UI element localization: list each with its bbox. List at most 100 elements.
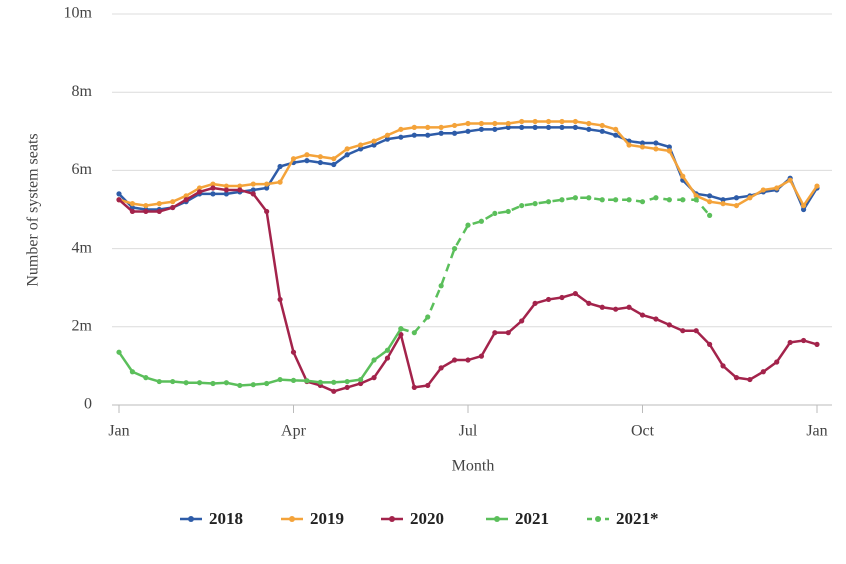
- y-axis-label: Number of system seats: [25, 133, 42, 286]
- point: [116, 197, 122, 203]
- legend-label: 2021*: [616, 509, 659, 528]
- point: [613, 306, 619, 312]
- legend: 2018 2019 2020 2021 2021*: [180, 509, 659, 528]
- point: [129, 208, 136, 215]
- point: [519, 202, 525, 209]
- point: [532, 201, 538, 207]
- y-tick-label: 4m: [72, 239, 93, 256]
- point: [317, 154, 323, 160]
- point: [438, 283, 444, 289]
- point: [196, 189, 203, 195]
- point: [384, 132, 391, 138]
- point: [438, 365, 444, 371]
- point: [680, 328, 686, 334]
- point: [532, 124, 538, 130]
- point: [210, 380, 216, 387]
- legend-marker: [389, 516, 395, 522]
- legend-label: 2018: [209, 509, 243, 528]
- point: [170, 199, 176, 205]
- point: [478, 126, 485, 132]
- point: [304, 378, 310, 384]
- point: [707, 193, 713, 199]
- point: [559, 197, 565, 203]
- point: [478, 353, 485, 359]
- point: [344, 146, 350, 152]
- point: [666, 148, 672, 154]
- point: [358, 142, 364, 148]
- point: [331, 379, 337, 385]
- y-tick-label: 0: [84, 396, 92, 413]
- point: [384, 136, 391, 142]
- point: [693, 328, 699, 334]
- point: [559, 294, 565, 301]
- point: [210, 185, 216, 191]
- point: [465, 357, 471, 363]
- point: [183, 380, 189, 386]
- point: [505, 208, 511, 215]
- point: [371, 138, 377, 144]
- point: [626, 197, 632, 203]
- x-tick-label: Jan: [806, 423, 827, 440]
- point: [586, 126, 592, 132]
- legend-marker: [595, 516, 601, 522]
- point: [398, 326, 404, 332]
- point: [196, 380, 203, 386]
- point: [237, 382, 243, 389]
- point: [545, 296, 552, 303]
- point: [250, 181, 256, 187]
- point: [465, 120, 471, 127]
- x-axis-label: Month: [452, 458, 495, 475]
- point: [129, 369, 136, 375]
- point: [425, 314, 431, 320]
- point: [693, 193, 699, 199]
- point: [545, 124, 552, 130]
- point: [572, 118, 578, 125]
- point: [223, 380, 229, 386]
- point: [264, 208, 270, 215]
- point: [626, 142, 632, 148]
- point: [707, 341, 713, 347]
- point: [492, 120, 498, 127]
- point: [210, 181, 216, 187]
- point: [492, 330, 498, 336]
- point: [384, 355, 391, 361]
- point: [156, 208, 162, 215]
- legend-label: 2021: [515, 509, 549, 528]
- point: [505, 330, 511, 336]
- point: [747, 376, 753, 383]
- point: [532, 118, 538, 125]
- point: [384, 347, 391, 353]
- point: [747, 195, 753, 201]
- point: [304, 158, 310, 164]
- point: [143, 202, 149, 209]
- legend-marker: [188, 516, 194, 522]
- point: [290, 349, 297, 355]
- point: [545, 199, 552, 205]
- y-tick-label: 2m: [72, 317, 93, 334]
- point: [774, 185, 780, 191]
- point: [465, 128, 471, 134]
- point: [344, 152, 350, 158]
- point: [317, 379, 323, 385]
- point: [680, 173, 686, 179]
- point: [331, 388, 337, 394]
- point: [492, 210, 498, 217]
- point: [237, 187, 243, 193]
- point: [774, 359, 780, 365]
- point: [277, 296, 283, 303]
- point: [398, 134, 404, 140]
- point: [586, 195, 592, 201]
- point: [411, 384, 417, 391]
- point: [317, 159, 323, 166]
- point: [223, 187, 229, 193]
- point: [411, 124, 417, 130]
- legend-label: 2019: [310, 509, 344, 528]
- point: [451, 130, 458, 136]
- point: [666, 322, 672, 328]
- point: [425, 132, 431, 138]
- series-line: [400, 196, 711, 335]
- point: [398, 332, 404, 338]
- point: [210, 191, 216, 197]
- point: [183, 197, 189, 203]
- legend-label: 2020: [410, 509, 444, 528]
